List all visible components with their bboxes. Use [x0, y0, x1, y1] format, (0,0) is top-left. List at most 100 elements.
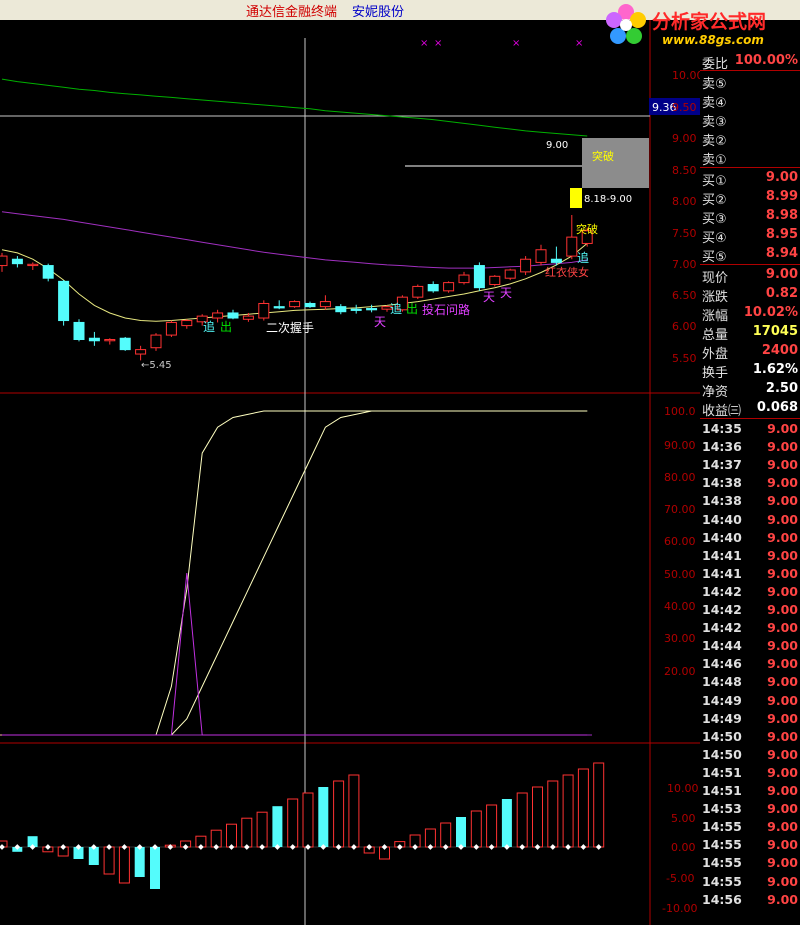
sell-row[interactable]: 卖③ — [700, 110, 800, 130]
zero-marker — [106, 844, 112, 850]
buy-row[interactable]: 买④ 8.95 — [700, 226, 800, 246]
tick-row[interactable]: 14:40 9.00 — [700, 511, 800, 529]
sell-row[interactable]: 卖⑤ — [700, 72, 800, 92]
tick-price: 9.00 — [767, 421, 798, 436]
volume-bar — [302, 792, 314, 850]
tick-row[interactable]: 14:51 9.00 — [700, 764, 800, 782]
tick-time: 14:50 — [702, 746, 742, 762]
volume-bar — [547, 780, 559, 850]
tick-price: 9.00 — [767, 638, 798, 654]
tick-time: 14:40 — [702, 511, 742, 527]
volume-bar — [532, 786, 543, 850]
tick-row[interactable]: 14:55 9.00 — [700, 873, 800, 891]
candle — [581, 227, 593, 247]
site-logo: 分析家公式网 www.88gs.com — [600, 0, 800, 52]
zero-marker — [14, 844, 21, 850]
stock-name: 安妮股份 — [352, 5, 405, 20]
volume-bar — [73, 844, 84, 859]
tick-row[interactable]: 14:48 9.00 — [700, 673, 800, 691]
zero-marker — [0, 844, 5, 850]
flower-logo-icon — [606, 4, 646, 44]
tick-row[interactable]: 14:49 9.00 — [700, 710, 800, 728]
volume-bar-body — [27, 836, 38, 847]
buy-row[interactable]: 买③ 8.98 — [700, 207, 800, 227]
volume-bar — [12, 844, 23, 852]
buy-row[interactable]: 买⑤ 8.94 — [700, 245, 800, 265]
volume-bar-body — [440, 822, 452, 848]
stat-value: 0.82 — [765, 286, 798, 301]
volume-bar — [226, 823, 237, 850]
tick-row[interactable]: 14:42 9.00 — [700, 619, 800, 637]
tick-row[interactable]: 14:50 9.00 — [700, 746, 800, 764]
annotation-second-grip: 二次握手 — [266, 320, 314, 335]
tick-row[interactable]: 14:49 9.00 — [700, 692, 800, 710]
candle — [489, 275, 501, 287]
tick-time: 14:35 — [702, 421, 742, 436]
volume-bar — [516, 792, 528, 850]
tick-row[interactable]: 14:40 9.00 — [700, 529, 800, 547]
candle — [566, 215, 578, 260]
zero-marker — [458, 844, 464, 850]
tick-row[interactable]: 14:55 9.00 — [700, 836, 800, 854]
volume-bar-body — [470, 810, 482, 848]
candle-body — [119, 337, 131, 351]
title-bar: 通达信金融终端 安妮股份 — [0, 0, 800, 20]
volume-bar — [379, 844, 390, 860]
osc-line-spike — [2, 572, 588, 736]
buy-label: 买④ — [702, 231, 727, 246]
tick-row[interactable]: 14:41 9.00 — [700, 547, 800, 565]
tick-time: 14:46 — [702, 656, 742, 672]
buy-row[interactable]: 买② 8.99 — [700, 188, 800, 208]
osc-line-slow — [2, 410, 588, 736]
sell-row[interactable]: 卖② — [700, 129, 800, 149]
candle — [319, 295, 331, 310]
candle-body — [196, 315, 208, 323]
tick-row[interactable]: 14:55 9.00 — [700, 818, 800, 836]
tick-price: 9.00 — [767, 819, 798, 835]
zero-marker — [152, 844, 158, 850]
tick-row[interactable]: 14:51 9.00 — [700, 782, 800, 800]
sell-row[interactable]: 卖④ — [700, 91, 800, 111]
volume-bar-body — [103, 846, 115, 875]
tick-row[interactable]: 14:56 9.00 — [700, 891, 800, 909]
tick-row[interactable]: 14:36 9.00 — [700, 438, 800, 456]
candle-body — [273, 306, 285, 309]
tick-row[interactable]: 14:53 9.00 — [700, 800, 800, 818]
stat-row: 收益㈢ 0.068 — [700, 399, 800, 419]
candle — [150, 333, 162, 351]
volume-bar — [424, 828, 436, 850]
app-title: 通达信金融终端 — [246, 5, 338, 20]
candle-body — [427, 284, 439, 292]
volume-bar — [150, 844, 160, 889]
tick-row[interactable]: 14:35 9.00 — [700, 420, 800, 438]
buy-row[interactable]: 买① 9.00 — [700, 169, 800, 189]
candle — [273, 300, 285, 310]
tick-row[interactable]: 14:44 9.00 — [700, 637, 800, 655]
sell-row[interactable]: 卖① — [700, 148, 800, 168]
volume-bar — [0, 840, 8, 850]
order-ratio-label: 委比 — [702, 57, 729, 72]
candlestick-series — [0, 215, 593, 361]
tick-row[interactable]: 14:55 9.00 — [700, 854, 800, 872]
tick-row[interactable]: 14:38 9.00 — [700, 474, 800, 492]
tick-row[interactable]: 14:37 9.00 — [700, 456, 800, 474]
tick-price: 9.00 — [767, 529, 798, 545]
volume-bar-body — [150, 847, 160, 889]
tick-row[interactable]: 14:38 9.00 — [700, 492, 800, 510]
volume-bar-body — [577, 768, 589, 848]
volume-bar-body — [256, 811, 268, 848]
tick-time: 14:53 — [702, 801, 742, 817]
candle-body — [73, 321, 85, 341]
tick-row[interactable]: 14:41 9.00 — [700, 565, 800, 583]
tick-row[interactable]: 14:42 9.00 — [700, 601, 800, 619]
zero-marker — [60, 844, 67, 850]
chart-canvas[interactable]: 9.36 10.00 9.50 9.00 8.50 8.00 7.50 7.00… — [0, 0, 700, 925]
tick-row[interactable]: 14:46 9.00 — [700, 655, 800, 673]
candle-body — [473, 265, 485, 289]
ma-line-green — [1, 78, 588, 137]
sell-label: 卖③ — [702, 115, 727, 130]
tick-row[interactable]: 14:42 9.00 — [700, 583, 800, 601]
tick-row[interactable]: 14:50 9.00 — [700, 728, 800, 746]
volume-bar — [103, 844, 115, 875]
stat-value: 2400 — [761, 343, 798, 358]
